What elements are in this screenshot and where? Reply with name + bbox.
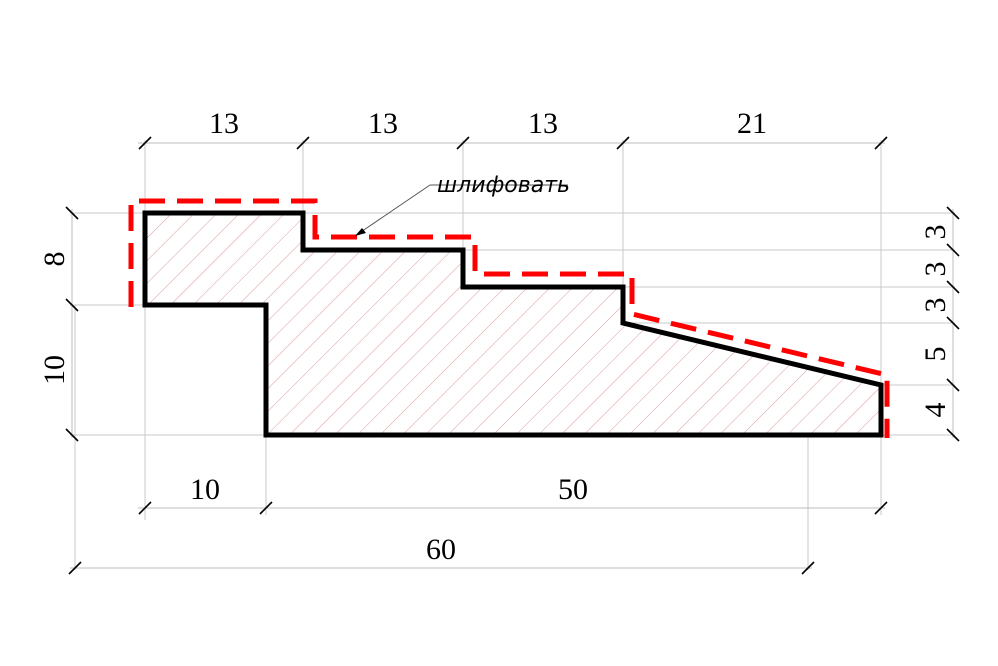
grinding-leader: [354, 184, 568, 237]
dim-right-5: 4: [919, 403, 952, 418]
dim-top-1: 13: [209, 107, 239, 140]
dimension-ticks: [65, 136, 960, 575]
dim-left-1: 8: [38, 252, 71, 267]
dim-bottom-2: 50: [558, 473, 588, 506]
dim-top-2: 13: [368, 107, 398, 140]
dim-top-4: 21: [737, 107, 767, 140]
dim-left-2: 10: [38, 355, 71, 385]
grinding-allowance-line: [128, 198, 890, 438]
dim-right-3: 3: [919, 298, 952, 313]
grinding-note: шлифовать: [437, 173, 570, 198]
dim-right-1: 3: [919, 225, 952, 240]
dim-overall: 60: [426, 533, 456, 566]
dim-top-3: 13: [528, 107, 558, 140]
part-profile: [142, 210, 884, 438]
dim-right-2: 3: [919, 262, 952, 277]
dim-right-4: 5: [919, 347, 952, 362]
dim-bottom-1: 10: [190, 473, 220, 506]
